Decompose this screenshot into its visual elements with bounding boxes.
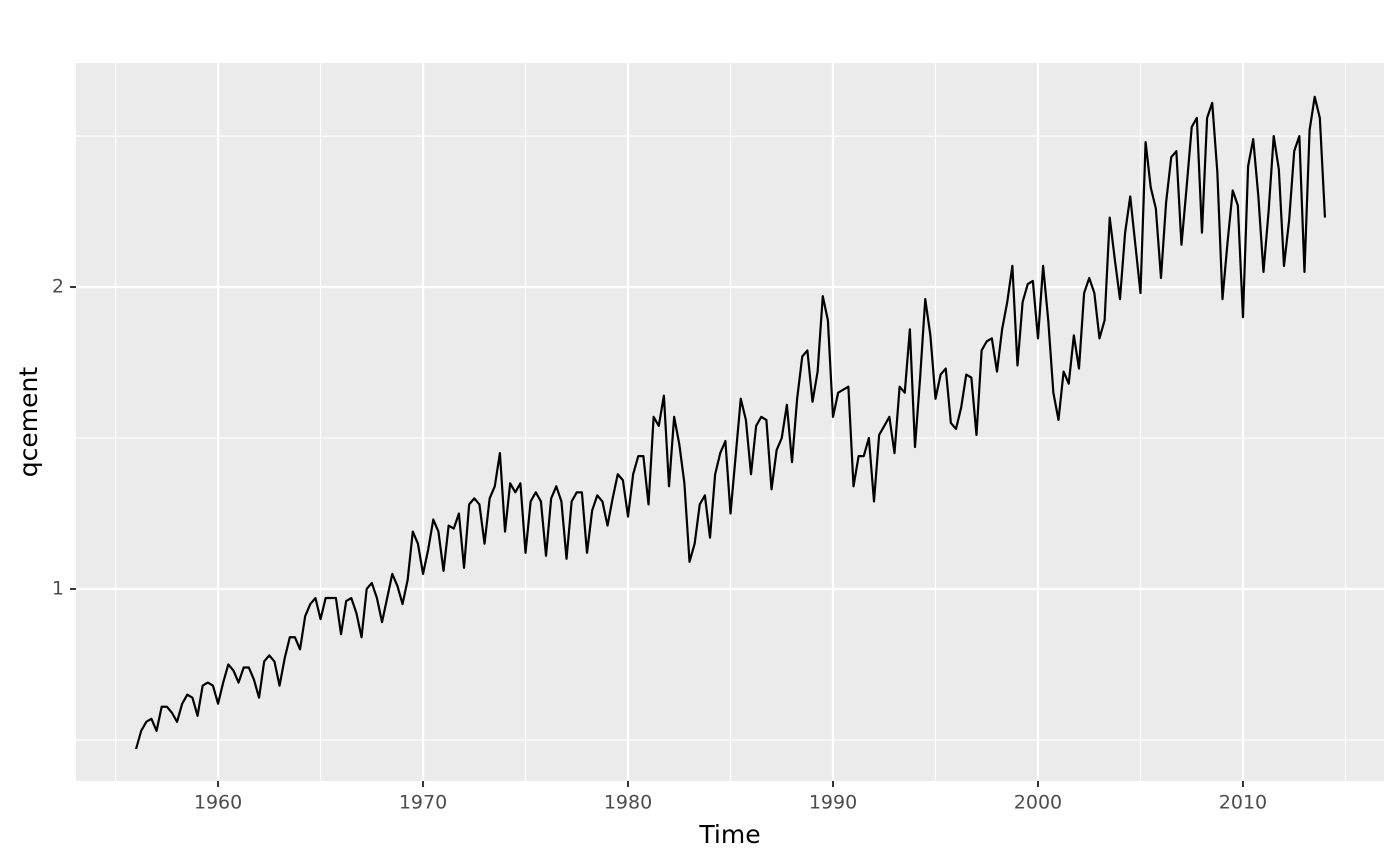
x-tick-label: 1960 (194, 792, 242, 814)
y-tick-label: 2 (52, 276, 64, 298)
x-tick-label: 2010 (1219, 792, 1267, 814)
x-tick-label: 1980 (604, 792, 652, 814)
x-tick-label: 2000 (1014, 792, 1062, 814)
x-axis-title: Time (698, 820, 760, 849)
y-tick-label: 1 (52, 577, 64, 599)
x-tick-label: 1990 (809, 792, 857, 814)
series-line (135, 95, 1327, 750)
y-axis-title: qcement (14, 367, 43, 478)
x-tick-label: 1970 (399, 792, 447, 814)
